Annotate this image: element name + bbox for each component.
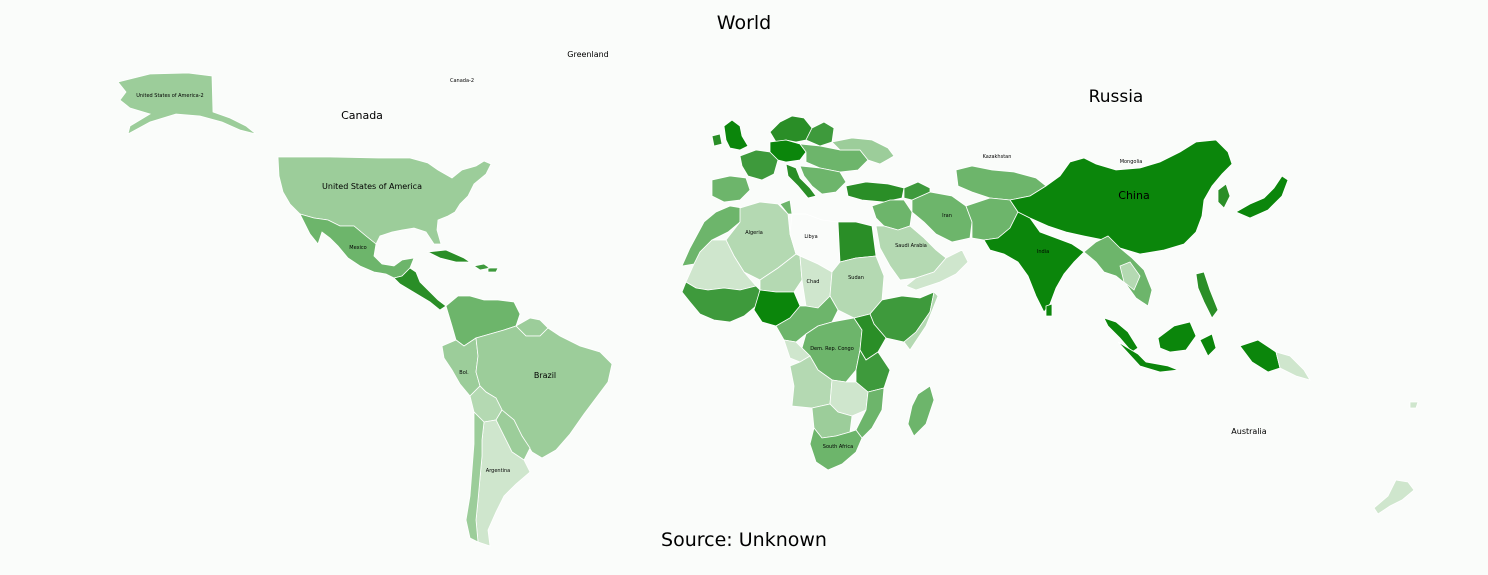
pacific-islands[interactable] [1409, 401, 1419, 409]
label-argentina: Argentina [486, 468, 510, 474]
label-sudan: Sudan [848, 275, 864, 281]
label-saudi-arabia: Saudi Arabia [895, 243, 927, 249]
sumatra-java[interactable] [1117, 341, 1179, 373]
label-russia: Russia [1089, 87, 1144, 107]
thailand[interactable] [1119, 261, 1141, 291]
korea[interactable] [1217, 183, 1231, 209]
label-iran: Iran [942, 213, 952, 219]
png-east[interactable] [1275, 351, 1311, 381]
label-kazakhstan: Kazakhstan [983, 154, 1012, 160]
borneo[interactable] [1157, 321, 1197, 353]
mozambique[interactable] [855, 387, 885, 439]
central-america[interactable] [393, 267, 447, 311]
france[interactable] [739, 149, 779, 181]
poland-ukraine[interactable] [799, 143, 869, 173]
label-usa: United States of America [322, 182, 422, 191]
china[interactable] [1009, 139, 1233, 255]
japan[interactable] [1235, 175, 1289, 219]
belarus-russia-west[interactable] [831, 137, 895, 165]
horn-coast[interactable] [903, 291, 939, 351]
west-africa[interactable] [681, 281, 761, 323]
ireland[interactable] [711, 133, 723, 147]
madagascar[interactable] [907, 385, 935, 437]
label-chad: Chad [807, 279, 820, 285]
caribbean-islands[interactable] [472, 263, 499, 273]
alaska[interactable] [117, 72, 257, 135]
sri-lanka[interactable] [1045, 303, 1053, 317]
label-mexico: Mexico [349, 245, 366, 251]
scandinavia[interactable] [769, 115, 813, 143]
label-canada-2: Canada-2 [450, 78, 474, 84]
peru-ecuador[interactable] [441, 337, 481, 397]
new-zealand[interactable] [1373, 479, 1415, 515]
label-libya: Libya [804, 234, 817, 240]
morocco[interactable] [681, 205, 743, 267]
italy[interactable] [785, 163, 817, 199]
new-guinea[interactable] [1239, 339, 1281, 373]
sulawesi-islands[interactable] [1199, 333, 1217, 357]
map-source: Source: Unknown [661, 529, 827, 551]
caucasus[interactable] [903, 181, 931, 201]
chile[interactable] [465, 411, 485, 543]
label-algeria: Algeria [745, 230, 763, 236]
label-usa-2: United States of America-2 [136, 93, 203, 99]
oman-yemen[interactable] [905, 249, 969, 291]
label-canada: Canada [341, 109, 383, 122]
caribbean-cuba[interactable] [426, 249, 472, 263]
turkey[interactable] [845, 181, 905, 203]
map-title: World [717, 12, 771, 34]
label-mongolia: Mongolia [1120, 159, 1143, 165]
malay-peninsula[interactable] [1103, 317, 1139, 353]
label-bolivia: Bol. [459, 370, 469, 376]
iran[interactable] [911, 191, 973, 243]
balkans[interactable] [799, 165, 847, 195]
philippines[interactable] [1195, 271, 1219, 319]
egypt[interactable] [837, 221, 877, 263]
label-south-africa: South Africa [823, 444, 853, 450]
label-china: China [1118, 189, 1149, 202]
uk[interactable] [723, 119, 749, 151]
germany-central[interactable] [769, 139, 807, 163]
label-dr-congo: Dem. Rep. Congo [810, 346, 854, 352]
south-africa[interactable] [809, 427, 863, 471]
label-brazil: Brazil [534, 371, 556, 380]
label-greenland: Greenland [567, 50, 609, 59]
tanzania[interactable] [855, 348, 891, 393]
levant-iraq[interactable] [871, 199, 913, 231]
label-india: India [1037, 249, 1049, 255]
iberia[interactable] [711, 175, 751, 203]
label-australia: Australia [1231, 427, 1266, 436]
